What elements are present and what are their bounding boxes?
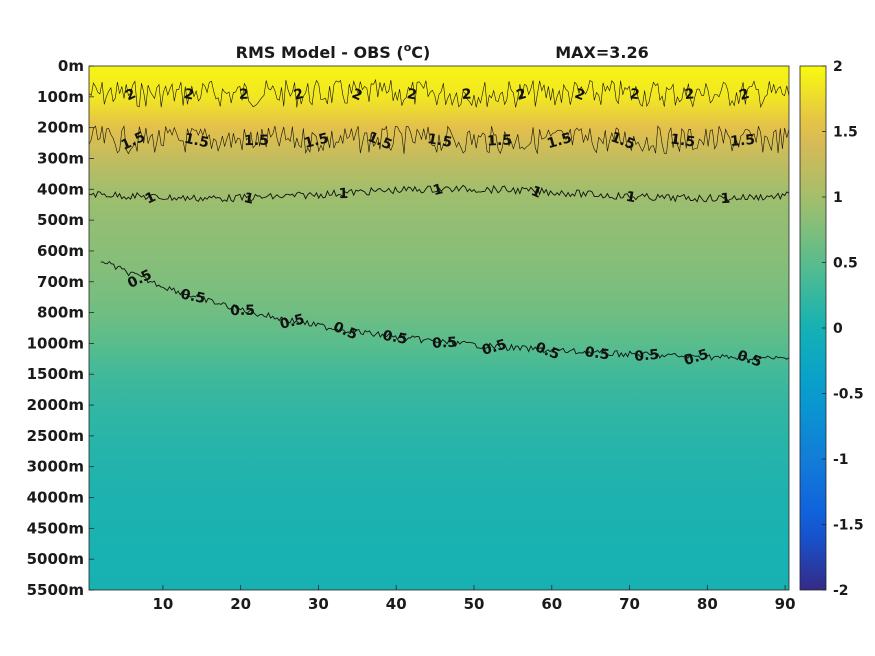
contour-label: 2 <box>292 86 305 104</box>
contour-label: 2 <box>629 86 641 103</box>
contour-label: 1.5 <box>730 132 756 150</box>
contour-label: 1.5 <box>669 131 696 150</box>
y-tick-label: 500m <box>37 211 84 229</box>
y-tick-label: 0m <box>58 57 84 75</box>
chart-title: RMS Model - OBS (oC) <box>236 41 431 62</box>
y-tick-label: 400m <box>37 180 84 198</box>
contour-label: 2 <box>183 86 196 104</box>
plot-frame <box>88 65 790 591</box>
y-tick-label: 300m <box>37 149 84 167</box>
y-tick-label: 4500m <box>27 519 84 537</box>
y-tick-label: 800m <box>37 304 84 322</box>
contour-label: 1 <box>625 189 637 206</box>
colorbar-tick-label: 0.5 <box>833 256 858 272</box>
contour-label: 1.5 <box>487 132 513 149</box>
y-tick-label: 5500m <box>27 581 84 599</box>
contour-line-1-5 <box>88 125 790 155</box>
contour-line-2 <box>88 78 790 109</box>
contour-line-1 <box>88 184 790 203</box>
colorbar-tick-label: -1.5 <box>833 518 864 534</box>
colorbar-tick-label: -1 <box>833 452 849 468</box>
contour-label: 0.5 <box>735 348 764 371</box>
contour-label: 1.5 <box>426 131 453 151</box>
colorbar: 2 1.5 1 0.5 0 -0.5 -1 -1.5 -2 <box>799 59 864 599</box>
y-tick-label: 100m <box>37 88 84 106</box>
colorbar-tick-label: 2 <box>833 59 843 75</box>
y-axis: 0m 100m 200m 300m 400m 500m 600m 700m 800m 1000m 1… <box>27 57 94 599</box>
contour-label: 0.5 <box>480 337 508 359</box>
contour-label: 0.5 <box>584 344 611 363</box>
colorbar-tick-label: 1 <box>833 190 843 206</box>
contour-label: 2 <box>684 86 695 103</box>
plot-area: 2 2 2 2 2 2 2 2 2 2 2 21.5 1.5 1.5 1.5 1.5 1.5 1.5 1.5 1.5 1… <box>88 65 790 591</box>
colorbar-scale <box>799 65 827 591</box>
colorbar-ticks: 2 1.5 1 0.5 0 -0.5 -1 -1.5 -2 <box>822 59 864 599</box>
title-group: RMS Model - OBS (oC) MAX=3.26 <box>236 41 649 62</box>
contour-label: 0.5 <box>682 346 711 369</box>
y-tick-label: 2500m <box>27 427 84 445</box>
contour-label: 1 <box>720 191 731 207</box>
colorbar-tick-label: 0 <box>833 321 843 337</box>
x-tick-label: 60 <box>541 595 562 613</box>
colorbar-tick-label: 1.5 <box>833 125 858 141</box>
contour-lines <box>88 78 790 362</box>
max-label: MAX=3.26 <box>555 43 649 62</box>
x-tick-label: 80 <box>697 595 718 613</box>
contour-label: 1.5 <box>545 130 573 152</box>
contour-label: 1 <box>431 181 444 199</box>
y-tick-label: 5000m <box>27 550 84 568</box>
y-tick-label: 4000m <box>27 489 84 507</box>
y-tick-label: 200m <box>37 119 84 137</box>
x-tick-label: 70 <box>619 595 640 613</box>
y-tick-label: 2000m <box>27 396 84 414</box>
x-axis: 10 20 30 40 50 60 70 80 90 <box>152 585 796 613</box>
colorbar-tick-label: -2 <box>833 583 849 599</box>
heatmap-field <box>89 66 789 590</box>
contour-line-0-5 <box>100 260 790 362</box>
contour-label: 0.5 <box>634 347 660 365</box>
contour-label: 1 <box>242 190 255 208</box>
contour-label: 0.5 <box>230 303 255 319</box>
contour-label: 0.5 <box>381 328 408 348</box>
y-tick-label: 3000m <box>27 458 84 476</box>
x-tick-label: 30 <box>308 595 329 613</box>
x-tick-label: 50 <box>464 595 485 613</box>
x-tick-label: 40 <box>386 595 407 613</box>
contour-label: 2 <box>515 86 529 104</box>
contour-label: 0.5 <box>179 286 207 307</box>
contour-label: 2 <box>461 87 472 103</box>
contour-label: 2 <box>406 86 418 103</box>
x-tick-label: 90 <box>775 595 796 613</box>
y-tick-label: 700m <box>37 273 84 291</box>
y-tick-label: 1500m <box>27 365 84 383</box>
contour-label: 0.5 <box>432 335 458 352</box>
x-tick-label: 10 <box>152 595 173 613</box>
contour-label: 1.5 <box>183 131 211 152</box>
contour-label: 2 <box>737 86 751 104</box>
contour-label: 0.5 <box>278 311 306 333</box>
contour-label: 1.5 <box>302 130 330 152</box>
x-tick-label: 20 <box>230 595 251 613</box>
y-tick-label: 1000m <box>27 334 84 352</box>
contour-label: 1.5 <box>244 133 269 149</box>
contour-label: 1 <box>338 186 348 202</box>
colorbar-tick-label: -0.5 <box>833 387 864 403</box>
y-tick-label: 600m <box>37 242 84 260</box>
contour-label: 2 <box>239 87 249 103</box>
